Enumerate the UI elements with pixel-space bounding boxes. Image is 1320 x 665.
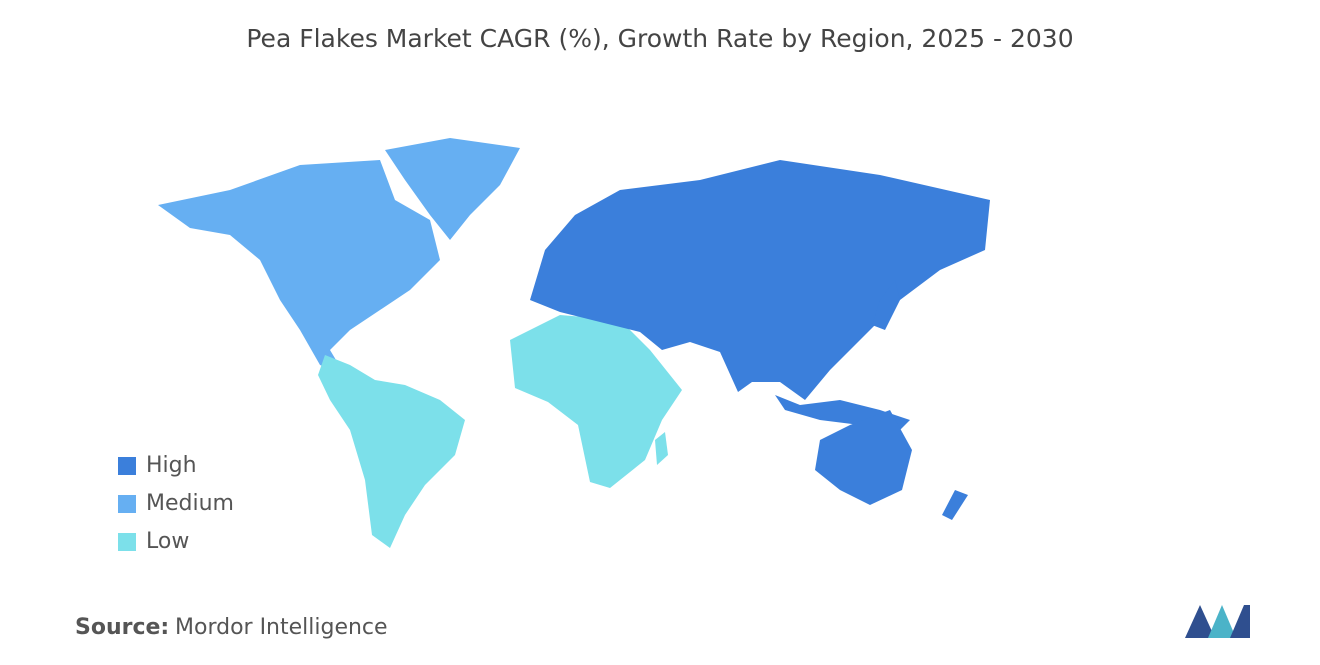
africa [510,315,682,488]
madagascar [655,432,668,465]
legend-swatch [118,495,136,513]
source-text: Mordor Intelligence [175,615,388,640]
latin-america [318,355,465,548]
legend-label: Medium [146,491,234,516]
japan [872,280,900,330]
logo [1185,605,1250,638]
title: Pea Flakes Market CAGR (%), Growth Rate … [246,24,1073,53]
legend-swatch [118,457,136,475]
legend: High Medium Low [118,453,234,554]
eurasia [530,160,990,400]
source-label: Source: [75,615,169,640]
greenland [385,138,520,240]
legend-label: Low [146,529,189,554]
new-zealand [942,490,968,520]
legend-swatch [118,533,136,551]
australia [815,410,912,505]
legend-label: High [146,453,197,478]
north-america [158,160,440,375]
map [158,138,990,548]
